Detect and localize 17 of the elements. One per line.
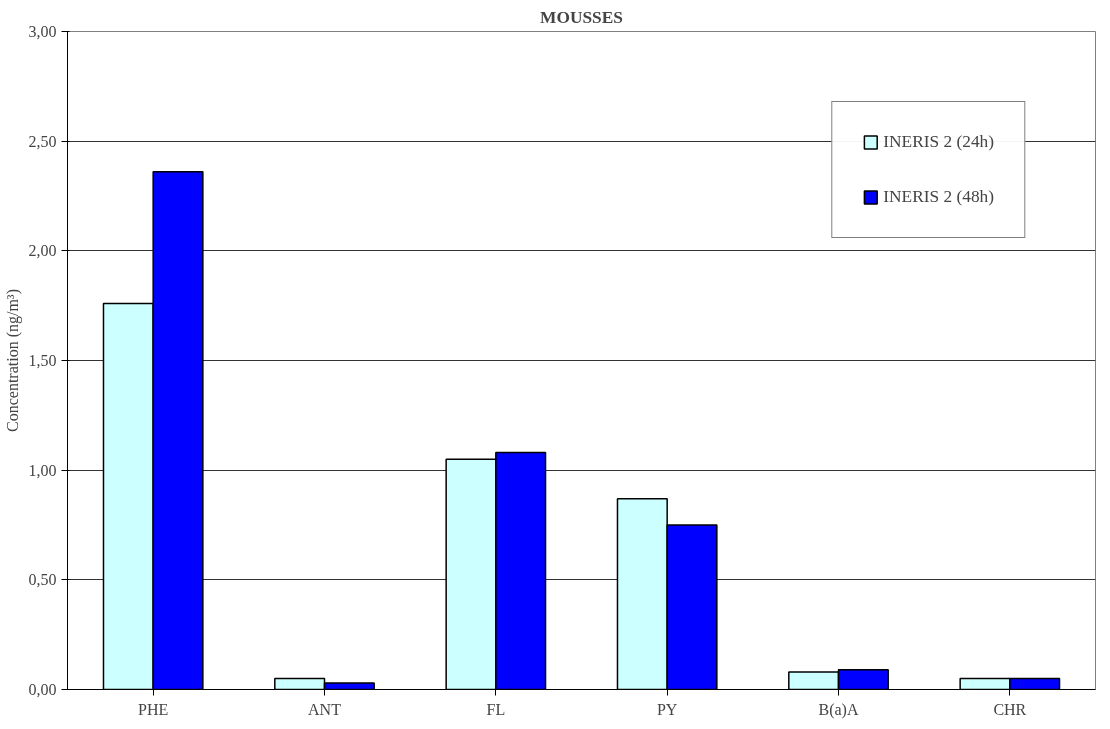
x-tick-label: ANT [308, 700, 342, 718]
x-tick-label: B(a)A [818, 700, 859, 719]
y-tick-label: 2,50 [28, 132, 57, 150]
y-tick-label: 0,00 [28, 681, 57, 698]
x-tick-label: PY [656, 700, 678, 718]
legend-label: INERIS 2 (24h) [883, 132, 994, 152]
y-tick-label: 1,00 [28, 461, 57, 479]
y-tick-label: 1,50 [28, 352, 57, 369]
x-tick-label: FL [486, 700, 506, 718]
legend-label: INERIS 2 (48h) [883, 187, 994, 207]
y-tick-label: 2,00 [28, 242, 57, 260]
y-tick-label: 3,00 [28, 23, 57, 40]
chart-title: MOUSSES [540, 7, 623, 27]
y-tick-label: 0,50 [28, 571, 57, 589]
x-tick-label: CHR [993, 700, 1027, 718]
y-axis-title: Concentration (ng/m³) [3, 289, 22, 432]
x-tick-label: PHE [138, 700, 169, 718]
